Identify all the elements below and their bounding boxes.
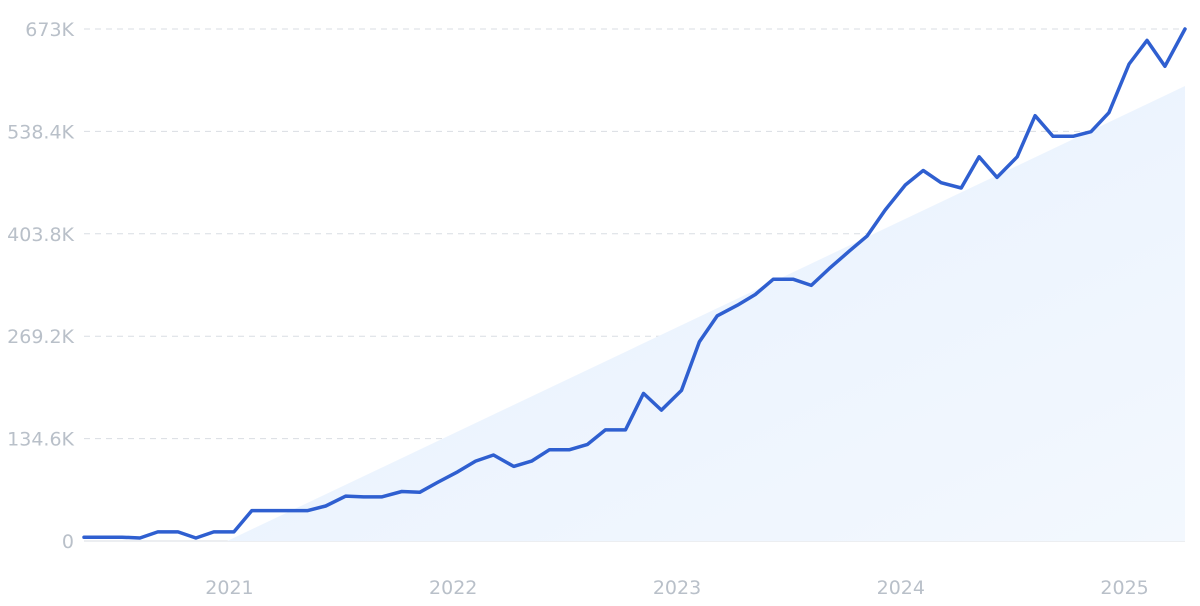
y-tick-label: 134.6K	[7, 429, 74, 451]
x-tick-label: 2025	[1100, 577, 1148, 599]
x-tick-label: 2022	[429, 577, 477, 599]
y-tick-label: 0	[62, 531, 74, 553]
x-tick-label: 2021	[205, 577, 253, 599]
x-axis: 2021 2022 2023 2024 2025	[205, 577, 1148, 599]
y-tick-label: 269.2K	[7, 326, 74, 348]
series-line	[82, 27, 1187, 540]
x-tick-label: 2024	[877, 577, 925, 599]
trend-area	[227, 86, 1186, 541]
y-tick-label: 673K	[25, 19, 74, 41]
y-tick-label: 538.4K	[7, 121, 74, 143]
y-tick-label: 403.8K	[7, 224, 74, 246]
x-tick-label: 2023	[653, 577, 701, 599]
y-axis: 0 134.6K 269.2K 403.8K 538.4K 673K	[7, 19, 74, 553]
